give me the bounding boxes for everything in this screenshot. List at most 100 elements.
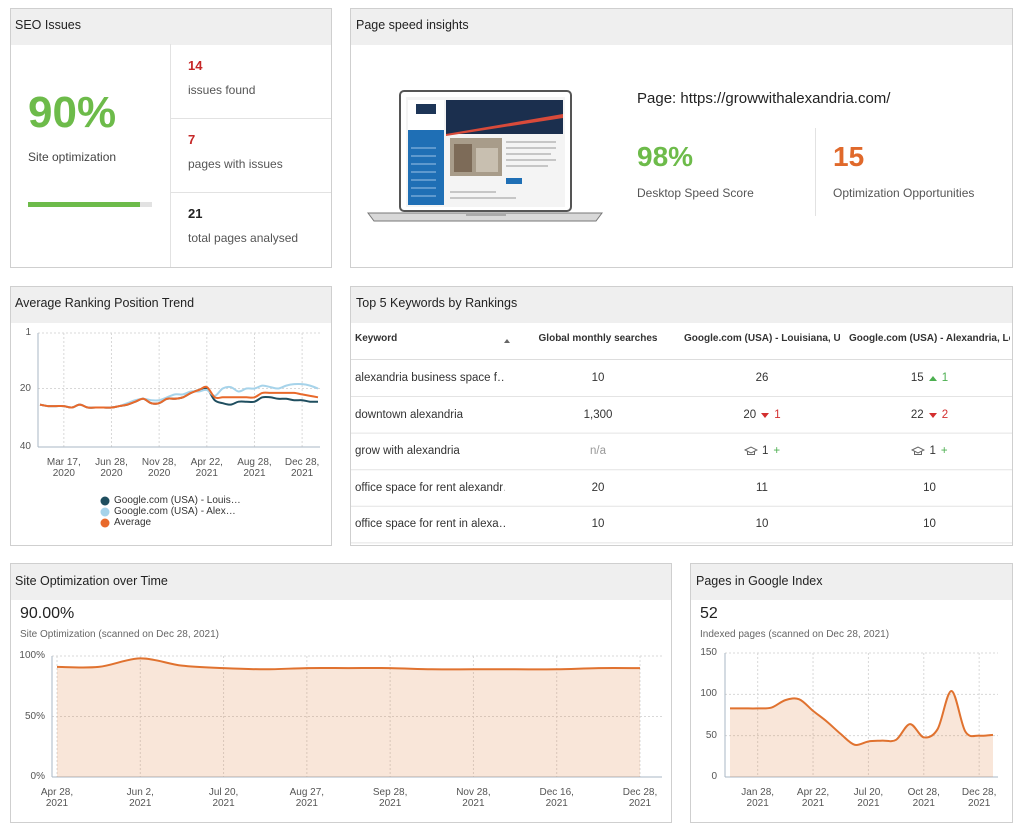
x-tick-label: Jul 20, 2021 xyxy=(853,787,884,809)
panel xyxy=(350,8,1013,268)
stat-label: issues found xyxy=(188,83,256,97)
table-cell: 10 xyxy=(591,372,605,384)
headline: 90.00% xyxy=(20,605,75,622)
x-tick-label: Dec 28, 2021 xyxy=(622,787,658,809)
divider xyxy=(815,128,816,216)
progress-track xyxy=(28,202,152,207)
panel-title: SEO Issues xyxy=(15,18,81,32)
panel-header xyxy=(11,9,331,45)
table-cell: 1 + xyxy=(849,443,1010,459)
speed-score-label: Desktop Speed Score xyxy=(637,186,754,200)
rank: 10 xyxy=(923,518,936,531)
rank: 1 xyxy=(761,445,769,458)
table-cell: 22 2 xyxy=(849,407,1010,423)
rank-change: 1 xyxy=(941,372,949,384)
x-tick-label: Jul 20, 2021 xyxy=(208,787,239,809)
x-tick-label: Jan 28, 2021 xyxy=(741,787,775,809)
change-arrow xyxy=(761,412,770,418)
panel-title: Average Ranking Position Trend xyxy=(15,296,195,310)
y-tick-label: 20 xyxy=(19,382,31,394)
x-tick-label: Apr 22, 2021 xyxy=(190,457,223,479)
sort-arrow xyxy=(504,339,510,343)
panel-title: Page speed insights xyxy=(356,18,469,32)
rank: 11 xyxy=(756,481,768,494)
y-tick-label: 1 xyxy=(25,327,31,338)
y-tick-label: 50% xyxy=(24,710,45,722)
page-url: Page: https://growwithalexandria.com/ xyxy=(637,90,891,107)
legend-label: Google.com (USA) - Louis… xyxy=(114,495,241,506)
table-cell: 1 + xyxy=(684,443,840,459)
panel xyxy=(10,563,672,823)
y-tick-label: 150 xyxy=(700,647,717,658)
rank: 15 xyxy=(910,372,924,384)
x-tick-label: Jun 28, 2020 xyxy=(95,457,128,479)
legend-label: Google.com (USA) - Alex… xyxy=(114,506,236,517)
table-cell: 20 1 xyxy=(684,407,840,423)
x-tick-label: Aug 27, 2021 xyxy=(289,787,325,809)
x-tick-label: Aug 28, 2021 xyxy=(237,457,272,479)
column-header: Google.com (USA) - Louisiana, Unit xyxy=(684,333,840,344)
panel-header xyxy=(11,564,671,600)
table-cell: office space for rent alexandr… xyxy=(355,481,505,494)
table-cell: alexandria business space f… xyxy=(355,372,505,384)
line xyxy=(730,690,994,746)
divider xyxy=(170,44,171,267)
panel-header xyxy=(11,287,331,323)
divider xyxy=(171,192,331,193)
table-cell: 15 1 xyxy=(849,370,1010,386)
y-tick-label: 0% xyxy=(30,771,45,782)
rank-change: + xyxy=(940,445,948,458)
rank: 10 xyxy=(923,481,936,494)
panel-title: Top 5 Keywords by Rankings xyxy=(356,296,518,310)
x-tick-label: Sep 28, 2021 xyxy=(372,787,408,809)
table-cell: 11 xyxy=(684,480,840,496)
change-arrow xyxy=(928,412,937,418)
stat-value: 14 xyxy=(188,58,203,73)
stat-value: 21 xyxy=(188,206,203,221)
divider xyxy=(171,118,331,119)
table-cell: n/a xyxy=(590,445,606,458)
y-tick-label: 40 xyxy=(19,441,31,452)
stat-value: 7 xyxy=(188,132,196,147)
legend-marker xyxy=(100,496,110,506)
legend-label: Average xyxy=(114,517,152,528)
speed-score: 98% xyxy=(637,141,694,172)
table-cell: grow with alexandria xyxy=(355,445,460,458)
x-tick-label: Jun 2, 2021 xyxy=(126,787,154,809)
panel-title: Site Optimization over Time xyxy=(15,574,168,588)
panel-header xyxy=(351,287,1012,323)
score: 90% xyxy=(28,88,117,137)
table-cell: 1,300 xyxy=(583,408,613,421)
x-tick-label: Nov 28, 2020 xyxy=(141,457,177,479)
x-tick-label: Nov 28, 2021 xyxy=(456,787,491,809)
column-header: Global monthly searches xyxy=(538,333,658,344)
area xyxy=(730,691,993,777)
y-tick-label: 100% xyxy=(19,650,45,661)
rank-change: 2 xyxy=(941,408,949,421)
y-tick-label: 0 xyxy=(711,771,717,782)
opportunities: 15 xyxy=(833,141,865,172)
panel-title: Pages in Google Index xyxy=(696,574,823,588)
line xyxy=(39,385,319,409)
table-cell: 10 xyxy=(684,516,840,532)
panel xyxy=(10,8,332,268)
x-tick-label: Apr 28, 2021 xyxy=(40,787,74,809)
area xyxy=(57,658,640,777)
subtitle: Indexed pages (scanned on Dec 28, 2021) xyxy=(700,629,890,640)
headline: 52 xyxy=(700,605,718,622)
x-tick-label: Dec 16, 2021 xyxy=(539,787,574,809)
rank: 26 xyxy=(755,372,769,384)
table-cell: 26 xyxy=(684,370,840,386)
panel xyxy=(10,286,332,546)
rank: 1 xyxy=(929,445,936,458)
table-cell: office space for rent in alexa… xyxy=(355,518,505,531)
column-header: Google.com (USA) - Alexandria, Lo xyxy=(849,333,1010,344)
rank-change: + xyxy=(773,445,781,458)
panel-header xyxy=(351,9,1012,45)
score-label: Site optimization xyxy=(28,150,117,164)
rank: 20 xyxy=(743,408,757,421)
opportunities-label: Optimization Opportunities xyxy=(833,186,975,200)
table-cell: downtown alexandria xyxy=(355,408,464,421)
